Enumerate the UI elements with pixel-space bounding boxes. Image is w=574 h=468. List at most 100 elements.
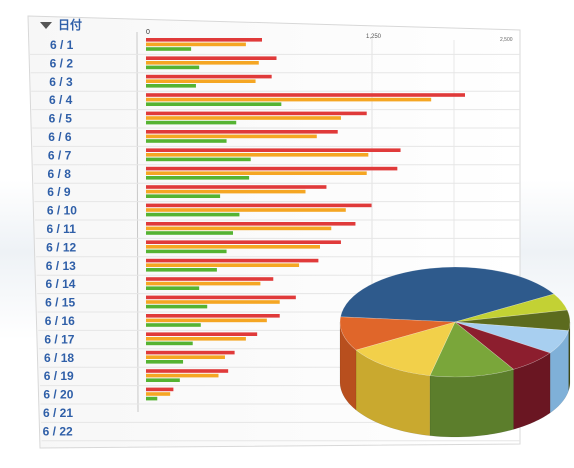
bar-series-0 (146, 203, 372, 208)
bar-series-0 (146, 350, 235, 355)
tick-label-0: 0 (146, 29, 150, 36)
bar-series-0 (146, 148, 401, 152)
pie-slice-0 (340, 266, 555, 323)
bar-series-0 (146, 130, 338, 134)
bars-layer (146, 38, 465, 401)
bar-series-1 (146, 281, 261, 286)
row-date-label: 6 / 4 (49, 93, 73, 107)
pie-side-5 (429, 369, 514, 438)
row-date-label: 6 / 5 (49, 112, 73, 126)
bar-series-0 (146, 93, 465, 97)
row-date-label: 6 / 16 (45, 314, 75, 328)
row-date-label: 6 / 1 (50, 38, 74, 52)
bar-series-2 (146, 176, 250, 180)
bar-series-2 (146, 304, 208, 309)
column-header-label[interactable]: 日付 (58, 17, 82, 32)
bar-series-0 (146, 74, 272, 79)
row-date-label: 6 / 7 (48, 148, 72, 162)
bar-series-2 (146, 341, 193, 346)
row-date-label: 6 / 20 (43, 388, 73, 402)
bar-series-1 (146, 392, 171, 396)
bar-series-1 (146, 42, 246, 47)
bar-series-1 (146, 97, 432, 102)
bar-series-2 (146, 102, 282, 106)
bar-series-2 (146, 378, 180, 382)
bar-series-2 (146, 139, 227, 143)
bar-series-1 (146, 61, 259, 65)
bar-series-1 (146, 355, 225, 359)
row-date-label: 6 / 3 (49, 75, 73, 89)
row-date-label: 6 / 17 (44, 332, 74, 346)
pie-slice-6 (355, 321, 456, 376)
bar-series-1 (146, 79, 256, 83)
row-date-label: 6 / 14 (45, 277, 75, 291)
bar-series-1 (146, 153, 369, 157)
bar-series-2 (146, 194, 221, 198)
pie-slice-7 (339, 316, 456, 351)
bar-series-2 (146, 323, 201, 327)
bar-series-0 (146, 369, 229, 373)
bar-series-0 (146, 332, 258, 336)
bar-series-0 (146, 387, 174, 392)
bar-series-2 (146, 120, 237, 125)
bar-series-0 (146, 258, 319, 263)
row-date-label: 6 / 10 (47, 204, 77, 218)
bar-series-1 (146, 245, 320, 249)
bar-series-0 (146, 185, 327, 189)
bar-series-2 (146, 157, 251, 162)
row-date-label: 6 / 15 (45, 296, 75, 310)
bar-series-2 (146, 396, 158, 401)
bar-series-1 (146, 373, 219, 378)
bar-series-0 (146, 38, 262, 42)
sort-triangle-icon (40, 22, 52, 29)
bar-series-0 (146, 295, 296, 300)
bar-series-0 (146, 240, 341, 244)
bar-series-1 (146, 337, 246, 341)
bar-series-2 (146, 84, 196, 88)
bar-series-1 (146, 134, 317, 139)
row-date-label: 6 / 18 (44, 351, 74, 365)
pie-slice-5 (429, 321, 515, 378)
row-date-label: 6 / 8 (48, 167, 72, 181)
bar-series-2 (146, 360, 184, 364)
bar-series-0 (146, 111, 367, 116)
pie-slice-4 (454, 321, 551, 370)
bar-series-2 (146, 47, 192, 51)
pie-slice-2 (454, 309, 571, 331)
bar-series-2 (146, 231, 233, 235)
row-date-label: 6 / 9 (47, 185, 71, 199)
bar-series-1 (146, 263, 300, 267)
pie-slice-1 (454, 293, 568, 323)
bar-series-0 (146, 166, 398, 171)
row-date-label: 6 / 6 (48, 130, 72, 144)
bar-series-0 (146, 314, 280, 318)
bar-series-2 (146, 65, 200, 70)
bar-series-1 (146, 171, 367, 175)
bar-series-1 (146, 208, 346, 212)
tick-label-2500: 2,500 (500, 37, 513, 43)
bar-series-1 (146, 318, 267, 323)
row-date-label: 6 / 22 (43, 424, 73, 438)
row-date-label: 6 / 21 (43, 406, 73, 420)
row-date-label: 6 / 12 (46, 240, 76, 254)
bar-series-1 (146, 226, 332, 231)
tick-label-1250: 1,250 (366, 34, 382, 40)
bar-series-2 (146, 268, 217, 272)
bar-series-0 (146, 222, 356, 226)
bar-series-2 (146, 286, 200, 290)
bar-series-2 (146, 212, 240, 217)
bar-series-0 (146, 56, 277, 60)
bar-series-0 (146, 277, 274, 281)
row-date-label: 6 / 13 (46, 259, 76, 273)
row-date-label: 6 / 19 (44, 369, 74, 383)
bar-series-1 (146, 300, 280, 304)
row-date-label: 6 / 2 (50, 56, 74, 70)
bar-series-1 (146, 116, 341, 120)
pie-slice-3 (454, 321, 569, 354)
bar-series-1 (146, 189, 306, 194)
bar-series-2 (146, 249, 227, 254)
row-date-label: 6 / 11 (47, 222, 77, 236)
pie-chart (339, 266, 571, 438)
